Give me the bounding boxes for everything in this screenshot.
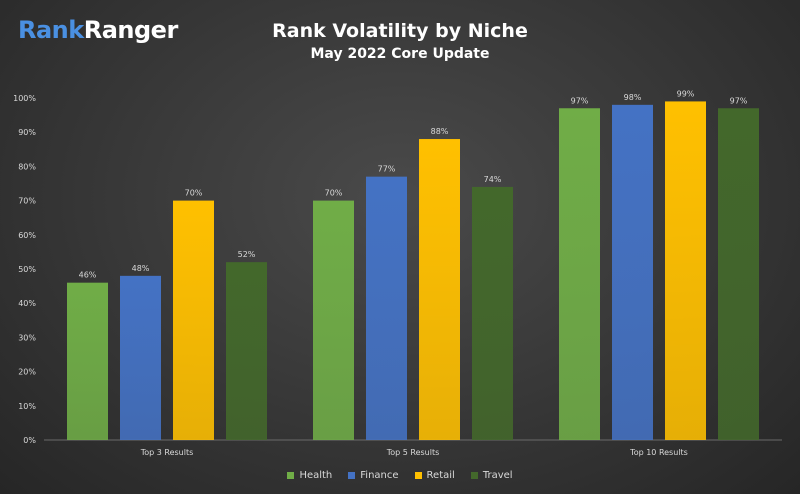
- y-tick-label: 80%: [18, 162, 36, 171]
- bar-retail: [173, 200, 214, 440]
- y-tick-label: 70%: [18, 197, 36, 206]
- y-tick-label: 50%: [18, 265, 36, 274]
- legend-swatch: [414, 472, 422, 479]
- y-tick-label: 40%: [18, 299, 36, 308]
- x-tick-label: Top 5 Results: [386, 448, 440, 457]
- y-tick-label: 10%: [18, 402, 36, 411]
- chart-title: Rank Volatility by Niche: [272, 20, 528, 42]
- legend-swatch: [348, 472, 356, 479]
- legend-item-travel: Travel: [470, 470, 513, 481]
- bar-health: [313, 200, 354, 440]
- y-tick-label: 20%: [18, 368, 36, 377]
- bar-health: [67, 282, 108, 440]
- data-label: 97%: [571, 96, 589, 105]
- legend-item-retail: Retail: [414, 470, 455, 481]
- bar-finance: [120, 275, 161, 440]
- bar-travel: [472, 186, 513, 440]
- rankranger-logo: RankRanger: [18, 16, 178, 44]
- bar-finance: [612, 104, 653, 440]
- legend-item-health: Health: [287, 470, 332, 481]
- legend-label: Finance: [360, 470, 399, 481]
- data-label: 52%: [238, 250, 256, 259]
- data-label: 74%: [484, 175, 502, 184]
- legend-label: Travel: [482, 470, 513, 481]
- logo-text-part1: Rank: [18, 16, 84, 44]
- y-tick-label: 100%: [13, 94, 36, 103]
- y-tick-label: 60%: [18, 231, 36, 240]
- bar-retail: [419, 139, 460, 441]
- legend-item-finance: Finance: [348, 470, 399, 481]
- data-label: 48%: [132, 264, 150, 273]
- bar-retail: [665, 101, 706, 441]
- y-tick-label: 30%: [18, 333, 36, 342]
- bar-travel: [226, 262, 267, 440]
- x-tick-label: Top 3 Results: [140, 448, 194, 457]
- legend-swatch: [287, 472, 295, 479]
- legend-label: Health: [299, 470, 333, 481]
- data-label: 70%: [185, 189, 203, 198]
- y-tick-label: 90%: [18, 128, 36, 137]
- bar-travel: [718, 108, 759, 440]
- legend: Health Finance Retail Travel: [0, 470, 800, 481]
- chart-subtitle: May 2022 Core Update: [310, 46, 490, 62]
- data-label: 88%: [431, 127, 449, 136]
- x-tick-label: Top 10 Results: [629, 448, 688, 457]
- logo-text-part2: Ranger: [83, 16, 179, 44]
- data-label: 70%: [325, 189, 343, 198]
- data-label: 99%: [677, 89, 695, 98]
- data-label: 98%: [624, 93, 642, 102]
- data-label: 97%: [730, 96, 748, 105]
- legend-swatch: [470, 472, 478, 479]
- bar-health: [559, 108, 600, 440]
- legend-label: Retail: [426, 470, 455, 481]
- data-label: 46%: [79, 271, 97, 280]
- bar-finance: [366, 176, 407, 440]
- y-tick-label: 0%: [23, 436, 36, 445]
- data-label: 77%: [378, 165, 396, 174]
